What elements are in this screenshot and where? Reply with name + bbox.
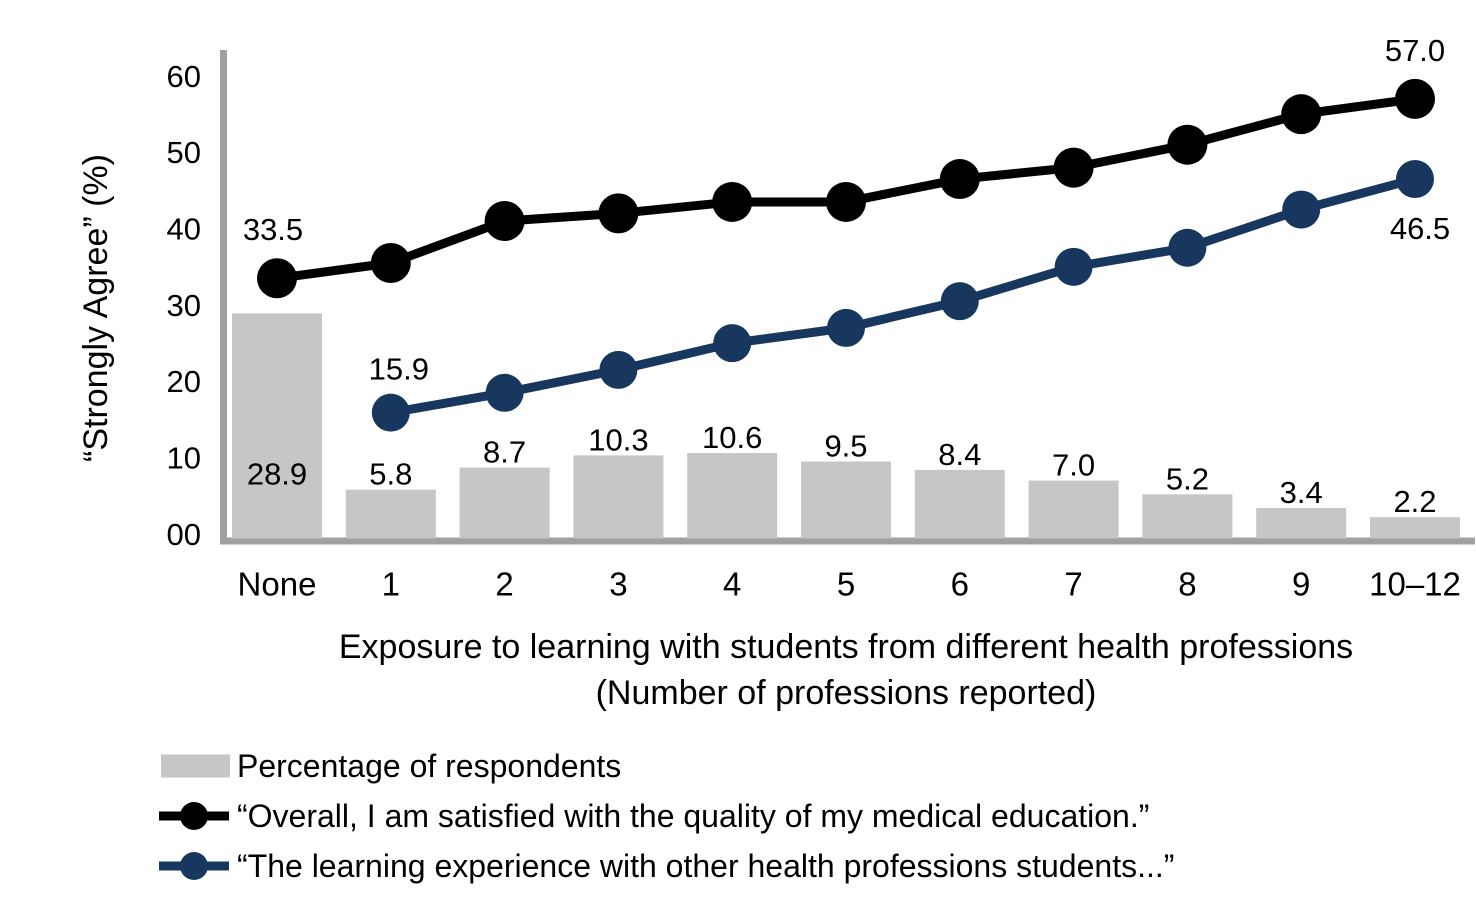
bar-7 — [1028, 480, 1119, 539]
bar-value-label: 8.4 — [938, 437, 981, 472]
bar-4 — [687, 453, 778, 539]
iph-experience-point-1 — [371, 393, 410, 432]
x-tick-label: 7 — [1064, 566, 1082, 603]
satisfaction-point-9 — [1281, 94, 1322, 135]
legend-item-label: “Overall, I am satisfied with the qualit… — [237, 798, 1149, 834]
x-tick-label: 5 — [837, 566, 855, 603]
satisfaction-point-1 — [370, 243, 411, 284]
iph-experience-point-9 — [1282, 190, 1321, 229]
y-tick-label: 10 — [167, 441, 201, 476]
iph-experience-point-8 — [1168, 228, 1207, 267]
iph-experience-line — [390, 174, 1417, 418]
bar-10–12 — [1370, 517, 1460, 539]
bar-None — [232, 313, 322, 539]
iph-experience-point-10–12 — [1396, 160, 1434, 199]
line-point-label: 33.5 — [243, 212, 303, 247]
legend-item-label: “The learning experience with other heal… — [237, 848, 1174, 884]
bar-3 — [573, 455, 664, 539]
x-tick-label: None — [238, 566, 317, 603]
line-point-label: 15.9 — [369, 351, 429, 386]
iph-exposure-chart-figure: 28.9 5.8 8.7 10.3 10.6 9.5 8.4 7.0 5.2 3.4 2.2 33.5… — [40, 16, 1476, 900]
y-axis-line — [220, 50, 227, 545]
iph-experience-point-6 — [940, 282, 979, 321]
y-tick-label: 50 — [167, 135, 201, 170]
satisfaction-point-5 — [826, 181, 866, 222]
satisfaction-point-6 — [939, 159, 980, 200]
iph-experience-point-4 — [713, 324, 752, 363]
iph-experience-point-7 — [1054, 247, 1093, 286]
bar-value-label: 5.8 — [369, 457, 412, 492]
y-tick-label: 30 — [167, 288, 201, 323]
bar-value-label: 7.0 — [1052, 448, 1095, 483]
x-tick-label: 8 — [1178, 566, 1196, 603]
x-tick-label: 10–12 — [1369, 566, 1461, 603]
bar-value-label: 3.4 — [1280, 475, 1323, 510]
iph-experience-point-3 — [599, 350, 638, 389]
legend-item-label: Percentage of respondents — [237, 748, 621, 784]
satisfaction-point-4 — [712, 181, 753, 222]
y-tick-label: 40 — [167, 212, 201, 247]
iph-experience-point-2 — [485, 373, 524, 412]
bar-6 — [914, 469, 1005, 539]
y-tick-label: 00 — [167, 517, 201, 552]
x-tick-label: 6 — [951, 566, 969, 603]
bar-5 — [801, 461, 891, 539]
x-tick-label: 2 — [495, 566, 513, 603]
bar-value-label: 10.3 — [588, 422, 648, 457]
x-tick-label: 1 — [382, 566, 400, 603]
x-axis-line — [220, 537, 1475, 545]
legend-dot-swatch — [180, 802, 208, 830]
bar-value-label: 5.2 — [1166, 461, 1209, 496]
iph-experience-point-5 — [827, 308, 865, 347]
satisfaction-point-None — [257, 258, 297, 299]
bar-value-label: 9.5 — [824, 428, 867, 463]
bar-9 — [1256, 508, 1347, 539]
line-point-label: 46.5 — [1390, 211, 1450, 246]
x-axis-title-line2: (Number of professions reported) — [596, 674, 1097, 712]
satisfaction-point-2 — [484, 201, 525, 242]
x-tick-label: 3 — [609, 566, 627, 603]
legend-bar-swatch — [161, 754, 230, 778]
bar-value-label: 28.9 — [247, 457, 307, 492]
satisfaction-point-3 — [598, 193, 639, 234]
x-tick-label: 4 — [723, 566, 741, 603]
bar-1 — [345, 489, 436, 539]
bar-2 — [459, 467, 550, 539]
x-tick-label: 9 — [1292, 566, 1310, 603]
y-tick-label: 20 — [167, 364, 201, 399]
satisfaction-point-7 — [1053, 147, 1094, 188]
bar-value-label: 8.7 — [483, 435, 526, 470]
bar-value-label: 10.6 — [702, 420, 762, 455]
x-axis-title-line1: Exposure to learning with students from … — [339, 628, 1353, 666]
satisfaction-point-8 — [1167, 124, 1208, 165]
satisfaction-point-10–12 — [1395, 78, 1435, 119]
y-tick-label: 60 — [167, 59, 201, 94]
bar-8 — [1142, 494, 1233, 539]
line-point-label: 57.0 — [1385, 33, 1445, 68]
bar-value-label: 2.2 — [1393, 484, 1436, 519]
chart-canvas: 28.9 5.8 8.7 10.3 10.6 9.5 8.4 7.0 5.2 3.4 2.2 33.5… — [77, 33, 1475, 884]
legend-dot-swatch — [180, 852, 208, 880]
y-axis-title: “Strongly Agree” (%) — [77, 154, 115, 462]
